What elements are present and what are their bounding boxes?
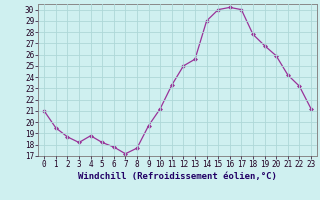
X-axis label: Windchill (Refroidissement éolien,°C): Windchill (Refroidissement éolien,°C) [78, 172, 277, 181]
